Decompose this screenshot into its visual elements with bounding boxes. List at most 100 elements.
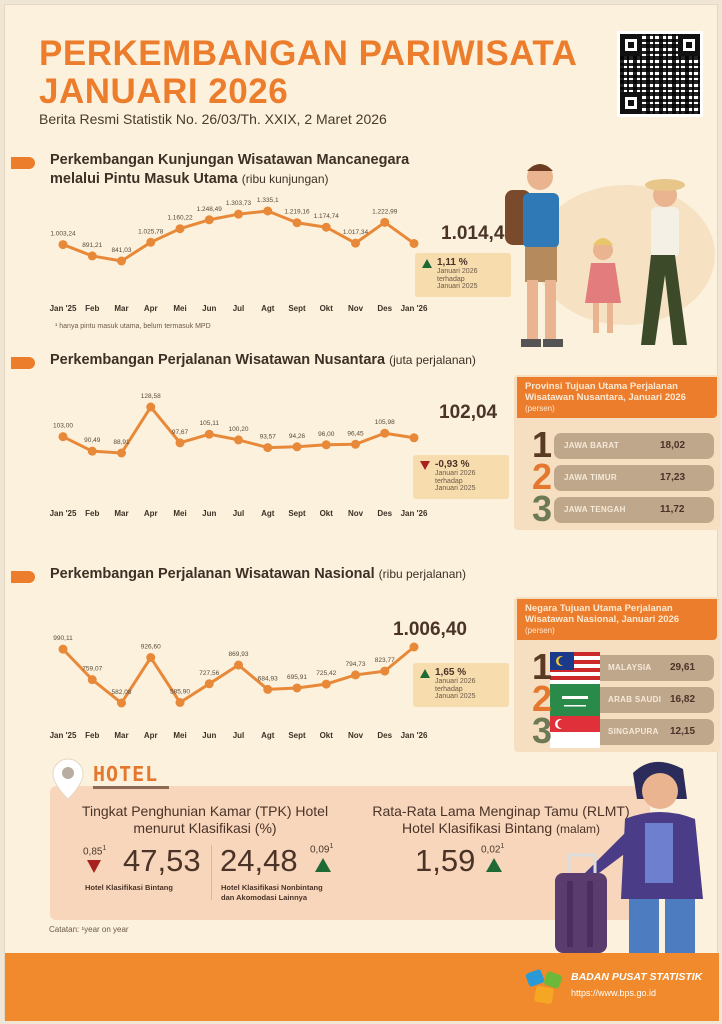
section-marker: [11, 157, 35, 169]
infographic-page: PERKEMBANGAN PARIWISATA JANUARI 2026 Ber…: [4, 4, 720, 1021]
data-label: 1.160,22: [167, 215, 193, 222]
data-point: [380, 428, 390, 438]
bps-logo-icon: [525, 969, 563, 1004]
data-label: 96,00: [318, 431, 335, 438]
data-point: [234, 660, 243, 670]
rank-item: 1 MALAYSIA 29,61: [532, 649, 714, 685]
subtitle: Berita Resmi Statistik No. 26/03/Th. XXI…: [39, 111, 387, 127]
data-point: [87, 251, 97, 261]
data-point: [117, 256, 126, 266]
x-tick-label: Jan '26: [401, 509, 428, 518]
footer-url[interactable]: https://www.bps.go.id: [571, 988, 657, 998]
data-label: 582,08: [112, 689, 132, 696]
x-tick-label: Nov: [348, 509, 364, 518]
section2-title: Perkembangan Perjalanan Wisatawan Nusant…: [50, 352, 476, 368]
section1-change-box: 1,11 % Januari 2026 terhadap Januari 2025: [415, 253, 511, 297]
data-point: [117, 698, 126, 708]
data-point: [351, 238, 360, 248]
rank-item: 1 JAWA BARAT 18,02: [532, 427, 714, 463]
bintang-change: 0,851: [83, 845, 107, 858]
data-point: [58, 240, 68, 250]
x-tick-label: Mei: [173, 731, 186, 740]
data-label: 1.174,74: [314, 213, 340, 220]
hotel-section: [50, 786, 650, 920]
qr-code[interactable]: [617, 31, 703, 117]
up-arrow-icon: [420, 669, 430, 678]
x-tick-label: Des: [377, 509, 392, 518]
nonbintang-value: 24,48: [220, 843, 298, 878]
data-label: 585,90: [170, 688, 190, 695]
data-point: [146, 237, 156, 247]
data-label: 1.017,34: [343, 229, 369, 236]
data-label: 96,45: [347, 430, 364, 437]
panel-title: Provinsi Tujuan Utama Perjalanan Wisataw…: [517, 377, 717, 418]
data-point: [292, 683, 302, 693]
rlmt-value: 1,59: [415, 843, 476, 878]
x-tick-label: Sept: [288, 509, 306, 518]
x-tick-label: Feb: [85, 731, 99, 740]
data-point: [87, 675, 97, 685]
nonbintang-change: 0,091: [310, 843, 334, 856]
data-label: 841,03: [112, 247, 132, 254]
section3-highlight-value: 1.006,40: [393, 619, 467, 640]
data-label: 725,42: [316, 670, 336, 677]
data-point: [58, 644, 68, 654]
section1-title: Perkembangan Kunjungan Wisatawan Mancane…: [50, 152, 410, 187]
data-point: [351, 439, 360, 449]
panel-negara-tujuan: Negara Tujuan Utama Perjalanan Wisatawan…: [514, 597, 720, 752]
data-label: 684,93: [258, 675, 278, 682]
panel-title: Negara Tujuan Utama Perjalanan Wisatawan…: [517, 599, 717, 640]
data-point: [321, 440, 331, 450]
data-label: 94,26: [289, 433, 306, 440]
data-label: 695,91: [287, 674, 307, 681]
data-point: [409, 433, 419, 443]
section-marker: [11, 357, 35, 369]
data-label: 891,21: [82, 242, 102, 249]
data-point: [117, 448, 126, 458]
data-point: [292, 218, 302, 228]
line-charts: 1.003,24 Jan '25 891,21 Feb 841,03 Mar 1.025,7…: [50, 197, 428, 740]
data-point: [146, 653, 156, 663]
down-arrow-icon: [420, 461, 430, 470]
x-tick-label: Jan '26: [401, 731, 428, 740]
x-tick-label: Jan '25: [50, 304, 77, 313]
x-tick-label: Jan '25: [50, 509, 77, 518]
x-tick-label: Jul: [233, 731, 245, 740]
x-tick-label: Mar: [114, 731, 128, 740]
data-point: [146, 402, 156, 412]
data-label: 1.248,49: [197, 206, 223, 213]
singapore-flag-icon: [550, 716, 600, 748]
x-tick-label: Okt: [320, 509, 334, 518]
x-tick-label: Apr: [144, 304, 158, 313]
data-label: 1.219,16: [284, 209, 310, 216]
location-pin-icon: [52, 758, 84, 800]
data-label: 1.222,99: [372, 208, 398, 215]
data-label: 926,60: [141, 644, 161, 651]
x-tick-label: Jul: [233, 509, 245, 518]
x-tick-label: Feb: [85, 509, 99, 518]
data-point: [175, 438, 185, 448]
data-point: [321, 222, 331, 232]
data-point: [321, 679, 331, 689]
up-arrow-icon: [486, 858, 502, 872]
data-label: 97,67: [172, 429, 189, 436]
data-label: 128,58: [141, 393, 161, 400]
data-label: 105,11: [200, 420, 220, 427]
panel-provinsi-tujuan: Provinsi Tujuan Utama Perjalanan Wisataw…: [514, 375, 720, 530]
data-point: [380, 217, 390, 227]
hotel-label: HOTEL: [93, 762, 159, 786]
data-point: [234, 435, 243, 445]
x-tick-label: Nov: [348, 304, 364, 313]
bintang-value: 47,53: [123, 843, 201, 878]
data-label: 1.335,1: [257, 197, 279, 204]
data-point: [351, 670, 360, 680]
rlmt-change: 0,021: [481, 843, 505, 856]
data-label: 1.003,24: [50, 231, 76, 238]
down-arrow-icon: [87, 860, 101, 873]
data-label: 103,00: [53, 423, 73, 430]
data-label: 90,49: [84, 437, 101, 444]
data-point: [175, 224, 185, 234]
data-point: [292, 442, 302, 452]
data-label: 93,57: [260, 434, 277, 441]
data-label: 823,77: [375, 657, 395, 664]
